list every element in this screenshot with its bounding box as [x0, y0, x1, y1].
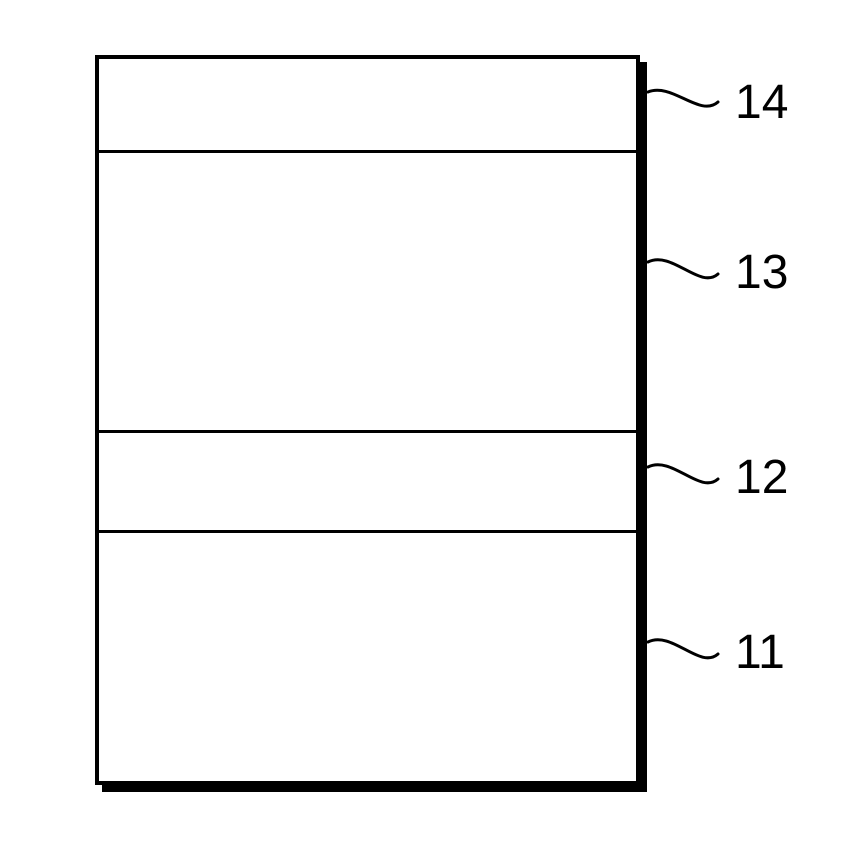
leader-13	[648, 260, 718, 278]
diagram-canvas: 14 13 12 11	[0, 0, 860, 854]
label-13: 13	[735, 245, 788, 300]
leader-14	[648, 90, 718, 106]
leader-11	[648, 640, 718, 658]
label-14: 14	[735, 75, 788, 130]
leader-lines	[0, 0, 860, 854]
label-11: 11	[735, 625, 785, 680]
leader-12	[648, 465, 718, 483]
label-12: 12	[735, 450, 788, 505]
